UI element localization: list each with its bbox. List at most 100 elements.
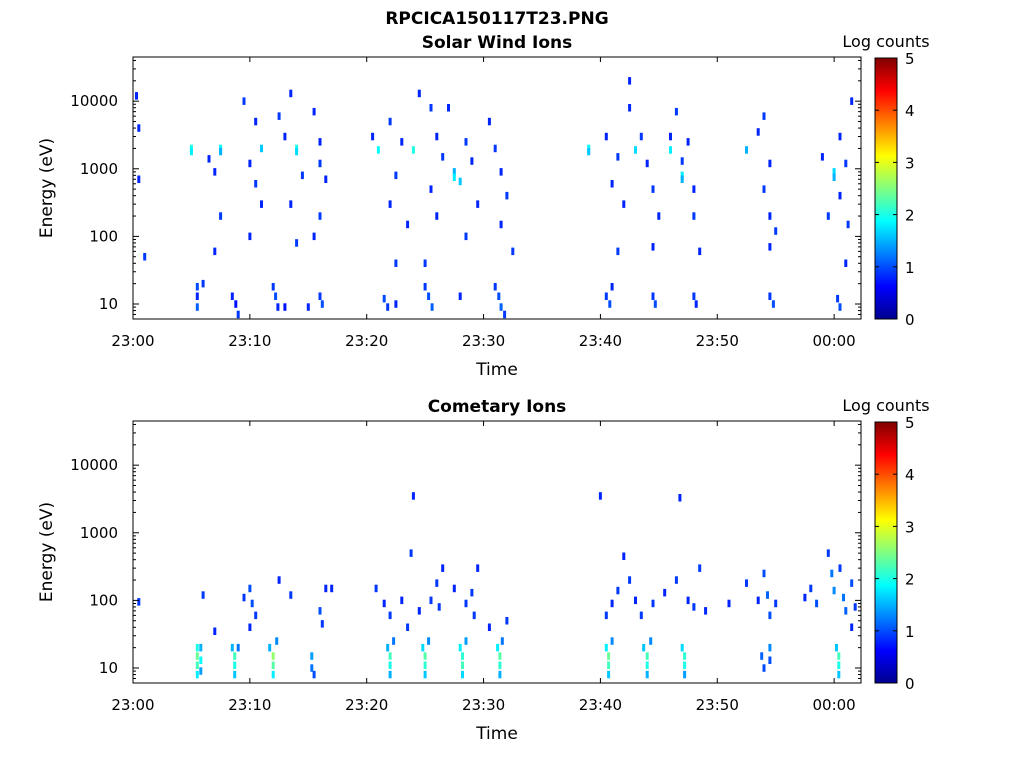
heatmap-cell (503, 310, 507, 319)
heatmap-cell (441, 564, 445, 572)
heatmap-cell (427, 292, 431, 300)
heatmap-cell (458, 292, 462, 300)
heatmap-cell (207, 155, 211, 163)
heatmap-cell (195, 670, 199, 679)
heatmap-cell (388, 652, 392, 660)
heatmap-cell (320, 300, 324, 308)
heatmap-cell (201, 279, 205, 288)
heatmap-cell (745, 579, 748, 587)
heatmap-cell (604, 611, 608, 620)
x-tick-label: 23:40 (579, 332, 622, 350)
y-tick-label: 10 (99, 659, 118, 677)
heatmap-cell (663, 588, 667, 597)
colorbar-tick-label: 3 (905, 518, 915, 536)
heatmap-cell (447, 104, 450, 112)
heatmap-cell (476, 200, 480, 208)
colorbar (874, 421, 898, 684)
heatmap-cell (497, 292, 501, 300)
heatmap-cell (429, 185, 433, 193)
heatmap-cell (838, 564, 842, 572)
heatmap-cell (604, 292, 608, 300)
heatmap-cell (400, 138, 404, 146)
heatmap-cell (760, 652, 764, 660)
colorbar-tick-label: 4 (905, 102, 915, 120)
heatmap-cell (429, 596, 433, 605)
heatmap-cell (143, 253, 147, 261)
heatmap-cell (476, 564, 480, 572)
heatmap-cell (809, 584, 813, 593)
heatmap-cell (275, 637, 279, 645)
heatmap-cell (195, 292, 199, 300)
heatmap-cell (842, 593, 845, 602)
heatmap-cell (277, 576, 281, 584)
heatmap-cell (452, 168, 456, 176)
heatmap-cell (622, 552, 626, 560)
y-tick-label: 100 (89, 227, 118, 245)
heatmap-cell (236, 310, 240, 319)
heatmap-cell (248, 584, 252, 593)
heatmap-cell (683, 652, 687, 660)
heatmap-cell (686, 596, 690, 605)
heatmap-cell (435, 579, 439, 587)
heatmap-cell (680, 175, 684, 183)
heatmap-cell (199, 643, 203, 652)
heatmap-cell (610, 283, 614, 291)
heatmap-cell (195, 661, 199, 669)
heatmap-cell (388, 200, 392, 208)
x-tick-label: 00:00 (813, 696, 856, 714)
colorbar-tick-label: 4 (905, 466, 915, 484)
heatmap-cell (844, 607, 848, 615)
y-tick-label: 1000 (80, 160, 118, 178)
heatmap-cell (745, 146, 748, 154)
heatmap-cell (271, 283, 275, 291)
heatmap-cell (310, 652, 314, 660)
colorbar-ticks: 0 1 2 3 4 5 (875, 414, 915, 693)
heatmap-cell (815, 599, 819, 608)
heatmap-cell (498, 670, 502, 679)
heatmap-cell (423, 670, 427, 679)
heatmap-cell (487, 623, 491, 631)
x-tick-label: 23:20 (345, 696, 388, 714)
x-tick-label: 23:10 (228, 696, 271, 714)
heatmap-cell (435, 212, 439, 220)
heatmap-cell (248, 623, 252, 631)
heatmap-cell (189, 147, 193, 156)
heatmap-cell (388, 670, 392, 679)
heatmap-cell (248, 159, 252, 168)
heatmap-cell (692, 603, 696, 611)
heatmap-cell (219, 147, 223, 156)
heatmap-cell (312, 670, 316, 679)
heatmap-cell (195, 283, 199, 291)
heatmap-cell (496, 643, 500, 652)
heatmap-cell (837, 670, 841, 679)
heatmap-cell (242, 97, 246, 105)
heatmap-cell (768, 656, 772, 664)
heatmap-cell (274, 292, 278, 300)
heatmap-cell (680, 643, 684, 652)
heatmap-cell (271, 661, 275, 669)
heatmap-cell (195, 303, 199, 311)
heatmap-cell (616, 153, 620, 161)
heatmap-cell (803, 593, 807, 602)
heatmap-cell (277, 112, 281, 120)
heatmap-cell (837, 661, 841, 669)
heatmap-cell (400, 596, 404, 605)
heatmap-cell (137, 175, 141, 183)
x-axis-label: Time (475, 360, 518, 380)
heatmap-cell (639, 132, 643, 141)
heatmap-cell (201, 591, 205, 599)
heatmap-cell (653, 300, 657, 308)
heatmap-cell (768, 243, 772, 251)
y-tick-label: 10000 (70, 92, 118, 110)
y-axis-label: Energy (eV) (37, 502, 57, 602)
heatmap-cell (850, 579, 854, 587)
heatmap-cell (423, 283, 427, 291)
heatmap-cell (441, 153, 445, 161)
colorbar-tick-label: 5 (905, 50, 915, 68)
heatmap-cell (610, 599, 614, 608)
heatmap-cell (669, 146, 672, 154)
heatmap-cell (254, 117, 258, 126)
panel-title: Cometary Ions (428, 397, 567, 417)
heatmap-cell (657, 212, 661, 220)
